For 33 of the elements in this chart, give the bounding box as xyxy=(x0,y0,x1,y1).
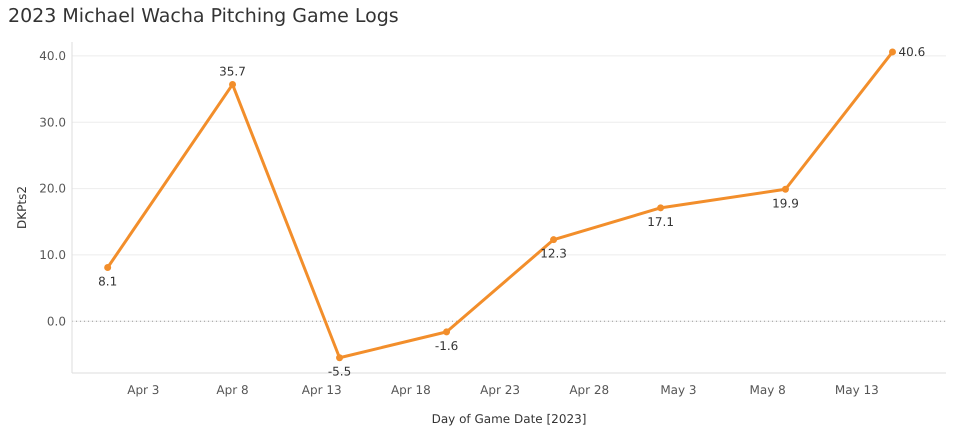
x-axis-title: Day of Game Date [2023] xyxy=(432,412,586,426)
data-label: 17.1 xyxy=(647,214,674,229)
point xyxy=(550,236,558,244)
x-tick-label: Apr 18 xyxy=(390,383,431,397)
data-label: 35.7 xyxy=(219,64,246,78)
x-tick-label: Apr 13 xyxy=(302,383,342,397)
data-label: 40.6 xyxy=(898,44,926,59)
x-tick-label: May 3 xyxy=(660,383,697,397)
data-label: -5.5 xyxy=(328,364,352,379)
y-tick-label: 20.0 xyxy=(39,182,66,196)
chart-title: 2023 Michael Wacha Pitching Game Logs xyxy=(8,5,399,27)
y-tick-label: 40.0 xyxy=(39,48,66,63)
point xyxy=(657,204,664,212)
point xyxy=(782,186,789,193)
point xyxy=(336,354,344,362)
x-tick-label: Apr 23 xyxy=(480,383,520,397)
point xyxy=(443,328,450,336)
y-tick-label: 10.0 xyxy=(39,248,66,262)
point xyxy=(229,80,236,88)
data-label: 19.9 xyxy=(772,196,799,210)
x-tick-label: Apr 28 xyxy=(569,383,610,397)
x-tick-label: Apr 8 xyxy=(216,383,249,397)
data-label: -1.6 xyxy=(434,338,458,353)
x-tick-label: May 13 xyxy=(834,383,879,397)
point xyxy=(888,48,896,56)
y-tick-label: 30.0 xyxy=(39,115,66,130)
y-tick-label: 0.0 xyxy=(46,314,66,328)
point xyxy=(104,264,112,272)
x-tick-label: May 8 xyxy=(750,383,786,397)
y-axis-title: DKPts2 xyxy=(15,186,29,229)
data-label: 8.1 xyxy=(98,274,118,289)
data-label: 12.3 xyxy=(540,246,567,261)
x-tick-label: Apr 3 xyxy=(127,383,160,397)
